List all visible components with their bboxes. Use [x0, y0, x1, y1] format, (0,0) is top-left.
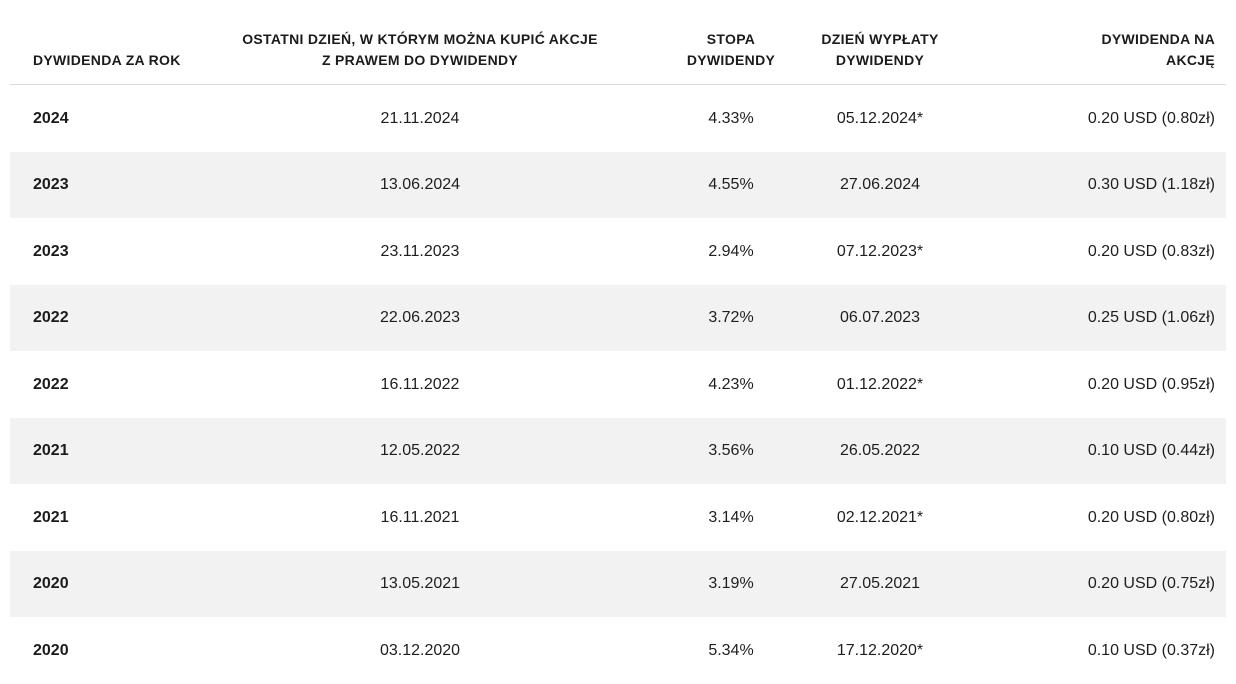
- cell-rate: 5.34%: [708, 641, 754, 659]
- cell-year: 2021: [33, 442, 69, 460]
- table-row: 2020 13.05.2021 3.19% 27.05.2021 0.20 USD (0…: [10, 550, 1226, 617]
- cell-per-share: 0.20 USD (0.80zł): [1087, 109, 1215, 127]
- cell-rate: 4.23%: [708, 375, 754, 393]
- cell-pay-day: 26.05.2022: [839, 442, 921, 460]
- cell-pay-day: 05.12.2024*: [836, 109, 924, 127]
- cell-pay-day: 01.12.2022*: [836, 375, 924, 393]
- cell-rate: 4.55%: [708, 176, 754, 194]
- cell-rate: 3.72%: [708, 309, 754, 327]
- cell-year: 2024: [33, 109, 69, 127]
- header-dividend-per-share: DYWIDENDA NA AKCJĘ: [940, 0, 1226, 85]
- cell-per-share: 0.25 USD (1.06zł): [1087, 309, 1215, 327]
- cell-buy-until: 12.05.2022: [379, 442, 461, 460]
- cell-buy-until: 22.06.2023: [379, 309, 461, 327]
- cell-buy-until: 16.11.2022: [380, 375, 460, 393]
- cell-rate: 4.33%: [708, 109, 754, 127]
- header-payout-day: DZIEŃ WYPŁATY DYWIDENDY: [820, 0, 940, 85]
- header-label-line1: DYWIDENDA NA: [1101, 31, 1215, 47]
- cell-buy-until: 21.11.2024: [380, 109, 460, 127]
- cell-year: 2021: [33, 508, 69, 526]
- table-row: 2021 12.05.2022 3.56% 26.05.2022 0.10 USD (0…: [10, 417, 1226, 484]
- header-dividend-year: DYWIDENDA ZA ROK: [10, 0, 198, 85]
- cell-rate: 3.56%: [708, 442, 754, 460]
- table-row: 2024 21.11.2024 4.33% 05.12.2024* 0.20 USD (…: [10, 85, 1226, 152]
- cell-year: 2020: [33, 575, 69, 593]
- cell-per-share: 0.20 USD (0.80zł): [1087, 508, 1215, 526]
- cell-pay-day: 02.12.2021*: [836, 508, 924, 526]
- cell-per-share: 0.20 USD (0.95zł): [1087, 375, 1215, 393]
- header-label-line1: OSTATNI DZIEŃ, W KTÓRYM MOŻNA KUPIĆ AKCJ…: [242, 31, 598, 47]
- cell-pay-day: 06.07.2023: [839, 309, 921, 327]
- cell-per-share: 0.10 USD (0.37zł): [1087, 641, 1215, 659]
- cell-year: 2023: [33, 242, 69, 260]
- cell-rate: 3.14%: [708, 508, 754, 526]
- cell-pay-day: 27.05.2021: [839, 575, 921, 593]
- table-row: 2020 03.12.2020 5.34% 17.12.2020* 0.10 USD (…: [10, 617, 1226, 684]
- dividend-history-table: DYWIDENDA ZA ROK OSTATNI DZIEŃ, W KTÓRYM…: [10, 0, 1226, 684]
- cell-pay-day: 07.12.2023*: [836, 242, 924, 260]
- cell-buy-until: 13.06.2024: [379, 176, 461, 194]
- cell-buy-until: 13.05.2021: [379, 575, 461, 593]
- table-row: 2023 23.11.2023 2.94% 07.12.2023* 0.20 USD (…: [10, 218, 1226, 285]
- table-row: 2022 22.06.2023 3.72% 06.07.2023 0.25 USD (1…: [10, 284, 1226, 351]
- cell-per-share: 0.30 USD (1.18zł): [1087, 176, 1215, 194]
- header-label-line2: DYWIDENDY: [686, 52, 776, 68]
- table-body: 2024 21.11.2024 4.33% 05.12.2024* 0.20 USD (…: [10, 85, 1226, 684]
- cell-buy-until: 16.11.2021: [380, 508, 460, 526]
- header-label-line2: Z PRAWEM DO DYWIDENDY: [321, 52, 519, 68]
- header-last-buy-day: OSTATNI DZIEŃ, W KTÓRYM MOŻNA KUPIĆ AKCJ…: [198, 0, 642, 85]
- dividend-table-container: DYWIDENDA ZA ROK OSTATNI DZIEŃ, W KTÓRYM…: [10, 0, 1226, 684]
- header-label: DYWIDENDA ZA ROK: [33, 52, 181, 68]
- table-header-row: DYWIDENDA ZA ROK OSTATNI DZIEŃ, W KTÓRYM…: [10, 0, 1226, 85]
- cell-rate: 3.19%: [708, 575, 754, 593]
- header-label-line1: DZIEŃ WYPŁATY: [821, 31, 939, 47]
- cell-buy-until: 03.12.2020: [379, 641, 461, 659]
- cell-year: 2022: [33, 375, 69, 393]
- header-label-line2: DYWIDENDY: [835, 52, 925, 68]
- header-label-line2: AKCJĘ: [1166, 52, 1215, 68]
- table-row: 2022 16.11.2022 4.23% 01.12.2022* 0.20 USD (…: [10, 351, 1226, 418]
- cell-buy-until: 23.11.2023: [380, 242, 460, 260]
- cell-pay-day: 27.06.2024: [839, 176, 921, 194]
- header-label-line1: STOPA: [706, 31, 756, 47]
- cell-per-share: 0.20 USD (0.75zł): [1087, 575, 1215, 593]
- cell-year: 2022: [33, 309, 69, 327]
- header-dividend-rate: STOPA DYWIDENDY: [642, 0, 820, 85]
- table-row: 2023 13.06.2024 4.55% 27.06.2024 0.30 USD (1…: [10, 151, 1226, 218]
- cell-pay-day: 17.12.2020*: [836, 641, 924, 659]
- cell-per-share: 0.20 USD (0.83zł): [1087, 242, 1215, 260]
- cell-year: 2020: [33, 641, 69, 659]
- table-row: 2021 16.11.2021 3.14% 02.12.2021* 0.20 USD (…: [10, 484, 1226, 551]
- cell-per-share: 0.10 USD (0.44zł): [1087, 442, 1215, 460]
- cell-rate: 2.94%: [708, 242, 754, 260]
- cell-year: 2023: [33, 176, 69, 194]
